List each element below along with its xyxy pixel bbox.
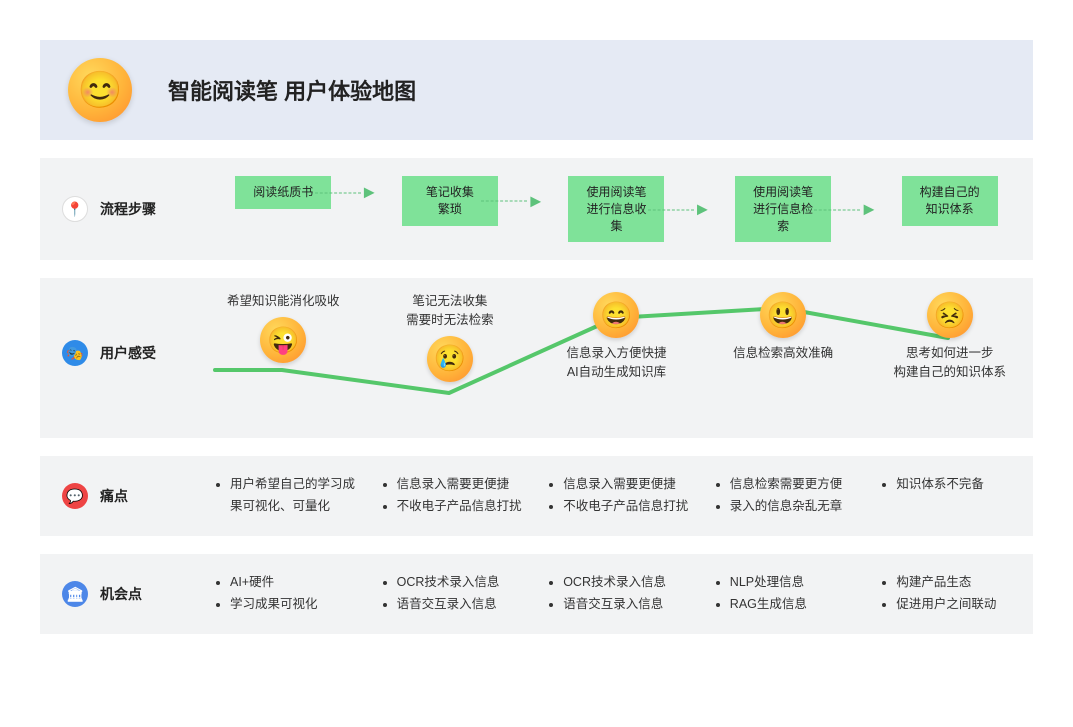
header: 😊 智能阅读笔 用户体验地图	[40, 40, 1033, 140]
step-4: 使用阅读笔 进行信息检 索 ▶	[700, 176, 867, 242]
row-label-feelings: 🎭 用户感受	[40, 340, 200, 366]
list-item: 促进用户之间联动	[896, 594, 1027, 616]
journey-map: 😊 智能阅读笔 用户体验地图 📍 流程步骤 阅读纸质书 ▶ 笔记收集 繁琐 ▶ …	[40, 40, 1033, 634]
step-1: 阅读纸质书 ▶	[200, 176, 367, 209]
list-item: 用户希望自己的学习成果可视化、可量化	[230, 474, 361, 518]
step-5: 构建自己的 知识体系	[866, 176, 1033, 226]
row-label-pain: 💬 痛点	[40, 483, 200, 509]
list-item: 信息录入需要更便捷	[397, 474, 528, 496]
step-2: 笔记收集 繁琐 ▶	[367, 176, 534, 226]
emoji-grin-icon: 😄	[593, 292, 639, 338]
feel-5: 😣 思考如何进一步 构建自己的知识体系	[866, 292, 1033, 382]
list-item: RAG生成信息	[730, 594, 861, 616]
row-feelings: 🎭 用户感受 希望知识能消化吸收 😜 笔记无法收集 需要时无法检索 😢 😄 信息…	[40, 278, 1033, 438]
smile-icon: 😊	[68, 58, 132, 122]
route-icon: 📍	[62, 196, 88, 222]
opp-4: NLP处理信息RAG生成信息	[700, 572, 867, 616]
pain-1: 用户希望自己的学习成果可视化、可量化	[200, 474, 367, 518]
list-item: 录入的信息杂乱无章	[730, 496, 861, 518]
list-item: 不收电子产品信息打扰	[397, 496, 528, 518]
list-item: 学习成果可视化	[230, 594, 361, 616]
list-item: 构建产品生态	[896, 572, 1027, 594]
feel-2: 笔记无法收集 需要时无法检索 😢	[367, 292, 534, 382]
pain-2: 信息录入需要更便捷不收电子产品信息打扰	[367, 474, 534, 518]
building-icon: 🏛	[62, 581, 88, 607]
emoji-laugh-icon: 😃	[760, 292, 806, 338]
feel-3: 😄 信息录入方便快捷 AI自动生成知识库	[533, 292, 700, 382]
step-3: 使用阅读笔 进行信息收 集 ▶	[533, 176, 700, 242]
page-title: 智能阅读笔 用户体验地图	[168, 74, 416, 106]
opp-1: AI+硬件学习成果可视化	[200, 572, 367, 616]
list-item: OCR技术录入信息	[563, 572, 694, 594]
row-steps: 📍 流程步骤 阅读纸质书 ▶ 笔记收集 繁琐 ▶ 使用阅读笔 进行信息收 集 ▶…	[40, 158, 1033, 260]
chat-icon: 💬	[62, 483, 88, 509]
list-item: 信息检索需要更方便	[730, 474, 861, 496]
row-label-opportunity: 🏛 机会点	[40, 581, 200, 607]
list-item: 语音交互录入信息	[563, 594, 694, 616]
row-pain: 💬 痛点 用户希望自己的学习成果可视化、可量化 信息录入需要更便捷不收电子产品信…	[40, 456, 1033, 536]
list-item: AI+硬件	[230, 572, 361, 594]
masks-icon: 🎭	[62, 340, 88, 366]
list-item: 信息录入需要更便捷	[563, 474, 694, 496]
emoji-persevere-icon: 😣	[927, 292, 973, 338]
list-item: 知识体系不完备	[896, 474, 1027, 496]
pain-5: 知识体系不完备	[866, 474, 1033, 496]
opp-5: 构建产品生态促进用户之间联动	[866, 572, 1033, 616]
row-opportunity: 🏛 机会点 AI+硬件学习成果可视化 OCR技术录入信息语音交互录入信息 OCR…	[40, 554, 1033, 634]
opp-2: OCR技术录入信息语音交互录入信息	[367, 572, 534, 616]
feel-1: 希望知识能消化吸收 😜	[200, 292, 367, 363]
list-item: 语音交互录入信息	[397, 594, 528, 616]
feel-4: 😃 信息检索高效准确	[700, 292, 867, 363]
emoji-cry-icon: 😢	[427, 336, 473, 382]
opp-3: OCR技术录入信息语音交互录入信息	[533, 572, 700, 616]
list-item: 不收电子产品信息打扰	[563, 496, 694, 518]
list-item: OCR技术录入信息	[397, 572, 528, 594]
emoji-tongue-icon: 😜	[260, 317, 306, 363]
list-item: NLP处理信息	[730, 572, 861, 594]
row-label-steps: 📍 流程步骤	[40, 196, 200, 222]
pain-3: 信息录入需要更便捷不收电子产品信息打扰	[533, 474, 700, 518]
pain-4: 信息检索需要更方便录入的信息杂乱无章	[700, 474, 867, 518]
